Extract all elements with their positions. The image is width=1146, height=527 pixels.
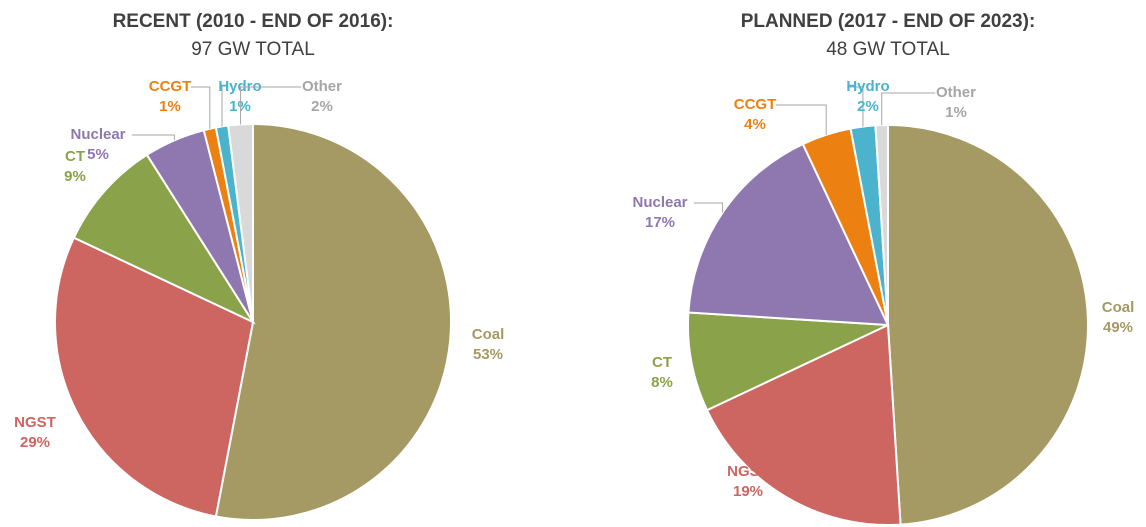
slice-value-label: 9%: [64, 168, 86, 185]
slice-value-label: 5%: [87, 146, 109, 163]
slice-value-label: 4%: [744, 116, 766, 133]
slice-value-label: 49%: [1103, 319, 1133, 336]
slice-value-label: 1%: [945, 104, 967, 121]
slice-label: CT: [652, 354, 672, 371]
slice-value-label: 8%: [651, 374, 673, 391]
slice-label: Hydro: [846, 78, 889, 95]
slice-label: CT: [65, 148, 85, 165]
slice-value-label: 1%: [229, 98, 251, 115]
leader-line: [775, 104, 827, 135]
slice-value-label: 2%: [311, 98, 333, 115]
pie-slice: [687, 311, 889, 412]
chart-subtitle: 97 GW TOTAL: [191, 39, 315, 60]
slice-label: CCGT: [149, 78, 192, 95]
leader-line: [190, 86, 211, 129]
slice-value-label: 1%: [159, 98, 181, 115]
pie-slice: [705, 323, 902, 526]
slice-label: Hydro: [218, 78, 261, 95]
leader-line: [693, 202, 724, 213]
slice-label: Other: [302, 78, 342, 95]
slice-label: Nuclear: [70, 126, 125, 143]
chart-subtitle: 48 GW TOTAL: [826, 39, 950, 60]
slice-value-label: 19%: [733, 483, 763, 500]
leader-line: [219, 86, 223, 127]
slice-value-label: 2%: [857, 98, 879, 115]
slice-label: NGST: [14, 414, 56, 431]
slice-label: Coal: [472, 326, 505, 343]
slice-label: Other: [936, 84, 976, 101]
slice-label: Nuclear: [632, 194, 687, 211]
slice-label: Coal: [1102, 299, 1135, 316]
pie-slice: [887, 123, 1089, 526]
chart-title: PLANNED (2017 - END OF 2023):: [741, 11, 1036, 32]
slice-value-label: 29%: [20, 434, 50, 451]
leader-line: [847, 86, 864, 127]
pie-slice: [214, 122, 452, 521]
slice-label: NGST: [727, 463, 769, 480]
pie-slice: [54, 236, 255, 518]
slice-value-label: 17%: [645, 214, 675, 231]
leader-line: [131, 134, 175, 141]
leader-line: [240, 86, 302, 125]
pie-slice: [874, 123, 889, 326]
pie-slice: [687, 142, 890, 327]
slice-label: CCGT: [734, 96, 777, 113]
slice-value-label: 53%: [473, 346, 503, 363]
pie-slice: [72, 153, 256, 325]
leader-line: [881, 92, 936, 126]
chart-title: RECENT (2010 - END OF 2016):: [113, 11, 394, 32]
